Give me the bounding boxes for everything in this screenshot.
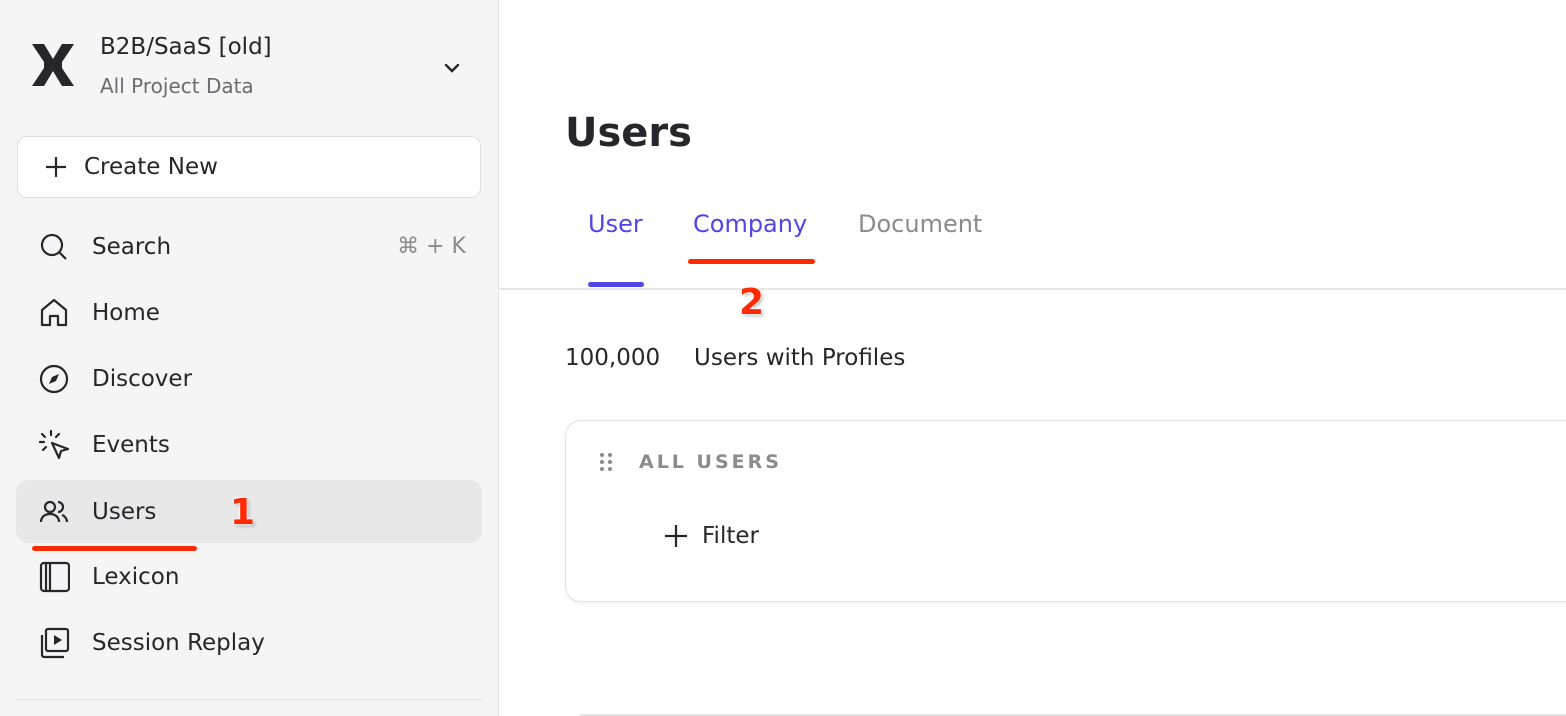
- sidebar: B2B/SaaS [old] All Project Data Create N…: [0, 0, 499, 716]
- sidebar-item-label: Home: [92, 299, 160, 326]
- sidebar-item-users[interactable]: Users: [16, 480, 482, 543]
- project-name[interactable]: B2B/SaaS [old]: [100, 34, 272, 60]
- active-tab-indicator: [588, 282, 644, 287]
- book-icon: [39, 561, 70, 592]
- sidebar-item-label: Discover: [92, 365, 193, 392]
- annotation-number: 2: [739, 282, 765, 323]
- sidebar-item-session-replay[interactable]: Session Replay: [16, 611, 482, 674]
- sidebar-divider: [16, 699, 482, 700]
- home-icon: [40, 298, 68, 326]
- search-shortcut: ⌘ + K: [397, 234, 466, 259]
- sidebar-item-label: Events: [92, 431, 170, 458]
- create-new-button[interactable]: Create New: [17, 136, 481, 198]
- tabs-divider: [500, 288, 1566, 290]
- search-icon: [40, 233, 67, 260]
- chevron-down-icon[interactable]: [440, 56, 464, 80]
- card-title: ALL USERS: [639, 451, 782, 473]
- profile-count: 100,000: [565, 345, 661, 371]
- sidebar-item-events[interactable]: Events: [16, 413, 482, 476]
- sidebar-item-home[interactable]: Home: [16, 281, 482, 344]
- sidebar-item-lexicon[interactable]: Lexicon: [16, 545, 482, 608]
- filter-label: Filter: [702, 523, 759, 549]
- section-divider: [580, 714, 1566, 716]
- annotation-underline-company: [688, 259, 815, 264]
- all-users-card: ALL USERS Filter: [565, 420, 1566, 602]
- tab-document[interactable]: Document: [858, 210, 983, 238]
- annotation-number: 1: [230, 492, 256, 533]
- plus-icon: [665, 525, 687, 547]
- sidebar-item-discover[interactable]: Discover: [16, 347, 482, 410]
- replay-icon: [40, 627, 70, 658]
- sidebar-item-label: Users: [92, 498, 157, 525]
- add-filter-button[interactable]: Filter: [664, 523, 759, 549]
- page-title: Users: [565, 110, 692, 156]
- sidebar-item-label: Lexicon: [92, 563, 180, 590]
- sidebar-item-search[interactable]: Search ⌘ + K: [16, 215, 482, 278]
- tab-user[interactable]: User: [588, 210, 643, 238]
- mixpanel-logo-icon: [32, 44, 74, 86]
- drag-handle-icon[interactable]: [599, 452, 613, 472]
- sidebar-item-label: Session Replay: [92, 629, 265, 656]
- users-icon: [39, 500, 69, 522]
- project-scope: All Project Data: [100, 74, 254, 98]
- cursor-click-icon: [38, 429, 70, 459]
- sidebar-item-label: Search: [92, 233, 172, 260]
- plus-icon: [46, 157, 66, 177]
- profile-count-label: Users with Profiles: [694, 345, 906, 371]
- compass-icon: [39, 364, 69, 393]
- annotation-underline-users: [32, 546, 197, 551]
- create-new-label: Create New: [84, 154, 218, 180]
- tab-company[interactable]: Company: [693, 210, 808, 238]
